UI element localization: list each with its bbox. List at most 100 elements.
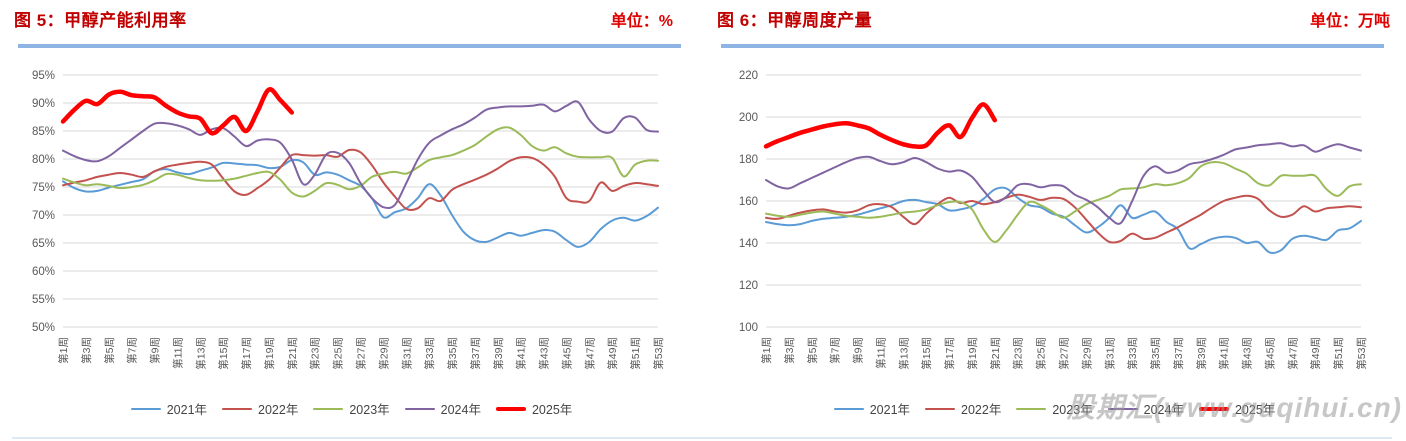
legend-label: 2025年 xyxy=(1234,403,1276,417)
x-axis-tick-label: 第27周 xyxy=(1058,337,1071,370)
y-axis-tick-label: 180 xyxy=(739,154,758,166)
y-axis-tick-label: 85% xyxy=(32,126,55,138)
x-axis-tick-label: 第31周 xyxy=(1103,337,1116,370)
x-axis-tick-label: 第49周 xyxy=(606,337,619,370)
x-axis-tick-label: 第51周 xyxy=(1332,337,1345,370)
x-axis-tick-label: 第51周 xyxy=(629,337,642,370)
legend-item-2022年: 2022年 xyxy=(222,399,298,418)
y-axis-tick-label: 90% xyxy=(32,98,55,110)
y-axis-tick-label: 95% xyxy=(32,70,55,82)
x-axis-tick-label: 第17周 xyxy=(240,337,253,370)
series-line-2025年 xyxy=(763,102,998,150)
x-axis-tick-label: 第43周 xyxy=(538,337,551,370)
legend-item-2021年: 2021年 xyxy=(833,399,910,418)
x-axis-tick-label: 第35周 xyxy=(446,337,459,370)
series-line-2025年 xyxy=(60,87,295,136)
y-axis-tick-label: 60% xyxy=(32,266,55,278)
legend-label: 2023年 xyxy=(349,403,390,417)
panel-figure6: 图 6：甲醇周度产量 单位：万吨 100 120 140 160 180 200 220 第1… xyxy=(703,0,1406,441)
x-axis-tick-label: 第9周 xyxy=(852,337,865,364)
x-axis-tick-label: 第13周 xyxy=(194,337,207,370)
x-axis-tick-label: 第19周 xyxy=(263,337,276,370)
figure5-header: 图 5：甲醇产能利用率 单位：% xyxy=(14,6,673,31)
x-axis-tick-label: 第23周 xyxy=(1012,337,1025,370)
legend-swatch xyxy=(1198,406,1229,411)
series-line-2023年 xyxy=(62,126,659,198)
figure6-title-divider xyxy=(721,44,1384,48)
x-axis-tick-label: 第39周 xyxy=(492,337,505,370)
x-axis-tick-label: 第29周 xyxy=(1080,337,1093,370)
figure5-title: 图 5：甲醇产能利用率 xyxy=(14,11,187,30)
y-axis-tick-label: 75% xyxy=(32,182,55,194)
x-axis-tick-label: 第45周 xyxy=(560,337,573,370)
x-axis-tick-label: 第21周 xyxy=(989,337,1002,370)
y-axis-tick-label: 200 xyxy=(739,112,758,124)
x-axis-tick-label: 第45周 xyxy=(1263,337,1276,370)
series-line-2022年 xyxy=(765,193,1362,244)
legend-item-2024年: 2024年 xyxy=(1107,399,1184,418)
x-axis-tick-label: 第3周 xyxy=(80,337,93,364)
legend-item-2023年: 2023年 xyxy=(313,399,390,418)
x-axis-tick-label: 第3周 xyxy=(783,337,796,364)
series-line-2023年 xyxy=(765,160,1362,243)
y-axis-tick-label: 80% xyxy=(32,154,55,166)
methanol-weekly-output-chart: 100 120 140 160 180 200 220 第1周 第3周 第5周 第7周 第9周 第11周… xyxy=(739,70,1368,370)
figure5-unit-label: 单位：% xyxy=(610,13,673,30)
x-axis-tick-label: 第43周 xyxy=(1241,337,1254,370)
legend-item-2023年: 2023年 xyxy=(1016,399,1093,418)
x-axis-tick-label: 第35周 xyxy=(1149,337,1162,370)
x-axis-tick-label: 第25周 xyxy=(332,337,345,370)
x-axis-tick-label: 第7周 xyxy=(126,337,139,364)
x-axis-tick-label: 第53周 xyxy=(652,337,665,370)
y-axis-tick-label: 140 xyxy=(739,238,758,250)
series-line-2024年 xyxy=(765,142,1362,225)
legend-swatch xyxy=(1016,407,1047,410)
x-axis-tick-label: 第19周 xyxy=(966,337,979,370)
y-axis-tick-label: 65% xyxy=(32,238,55,250)
figure6-title: 图 6：甲醇周度产量 xyxy=(717,11,873,30)
y-axis-tick-label: 50% xyxy=(32,322,55,334)
x-axis-tick-label: 第27周 xyxy=(355,337,368,370)
legend-item-2021年: 2021年 xyxy=(130,399,208,418)
legend-label: 2022年 xyxy=(258,403,299,417)
x-axis-tick-label: 第17周 xyxy=(943,337,956,370)
x-axis-tick-label: 第15周 xyxy=(217,337,230,370)
x-axis-tick-label: 第29周 xyxy=(377,337,390,370)
legend-swatch xyxy=(833,407,864,410)
x-axis-tick-label: 第21周 xyxy=(286,337,299,370)
methanol-capacity-utilization-chart: 50%55%60%65%70%75%80%85%90%95%第1周 第3周 第5周第… xyxy=(32,70,665,370)
x-axis-tick-label: 第7周 xyxy=(829,337,842,364)
legend-swatch xyxy=(130,407,161,410)
x-axis-tick-label: 第9周 xyxy=(149,337,162,364)
x-axis-tick-label: 第37周 xyxy=(1172,337,1185,370)
legend-swatch xyxy=(313,407,344,410)
x-axis-tick-label: 第5周 xyxy=(806,337,819,364)
legend-label: 2024年 xyxy=(440,403,481,417)
legend-label: 2024年 xyxy=(1143,403,1184,417)
x-axis-tick-label: 第23周 xyxy=(309,337,322,370)
x-axis-tick-label: 第41周 xyxy=(515,337,528,370)
legend-label: 2023年 xyxy=(1052,403,1093,417)
x-axis-tick-label: 第31周 xyxy=(400,337,413,370)
x-axis-tick-label: 第37周 xyxy=(469,337,482,370)
y-axis-tick-label: 220 xyxy=(739,70,758,82)
x-axis-tick-label: 第33周 xyxy=(423,337,436,370)
legend-label: 2025年 xyxy=(531,403,573,417)
legend-swatch xyxy=(925,407,956,410)
figure6-legend: 2021年 2022年 2023年 2024年 2025年 xyxy=(703,399,1406,418)
x-axis-tick-label: 第5周 xyxy=(103,337,116,364)
bottom-divider xyxy=(12,437,1392,439)
figure6-unit-label: 单位：万吨 xyxy=(1309,13,1390,30)
legend-item-2024年: 2024年 xyxy=(404,399,481,418)
panel-figure5: 图 5：甲醇产能利用率 单位：% 50% 55% 60% 65% 70% 75% 80% 85… xyxy=(14,6,681,418)
watermark: 股期汇(www.guqihui.cn) xyxy=(1066,392,1402,423)
legend-label: 2022年 xyxy=(961,403,1002,417)
x-axis-tick-label: 第13周 xyxy=(897,337,910,370)
x-axis-tick-label: 第25周 xyxy=(1035,337,1048,370)
x-axis-tick-label: 第41周 xyxy=(1218,337,1231,370)
x-axis-tick-label: 第33周 xyxy=(1126,337,1139,370)
legend-label: 2021年 xyxy=(166,403,208,417)
legend-swatch xyxy=(404,407,435,410)
series-line-2024年 xyxy=(62,100,659,210)
